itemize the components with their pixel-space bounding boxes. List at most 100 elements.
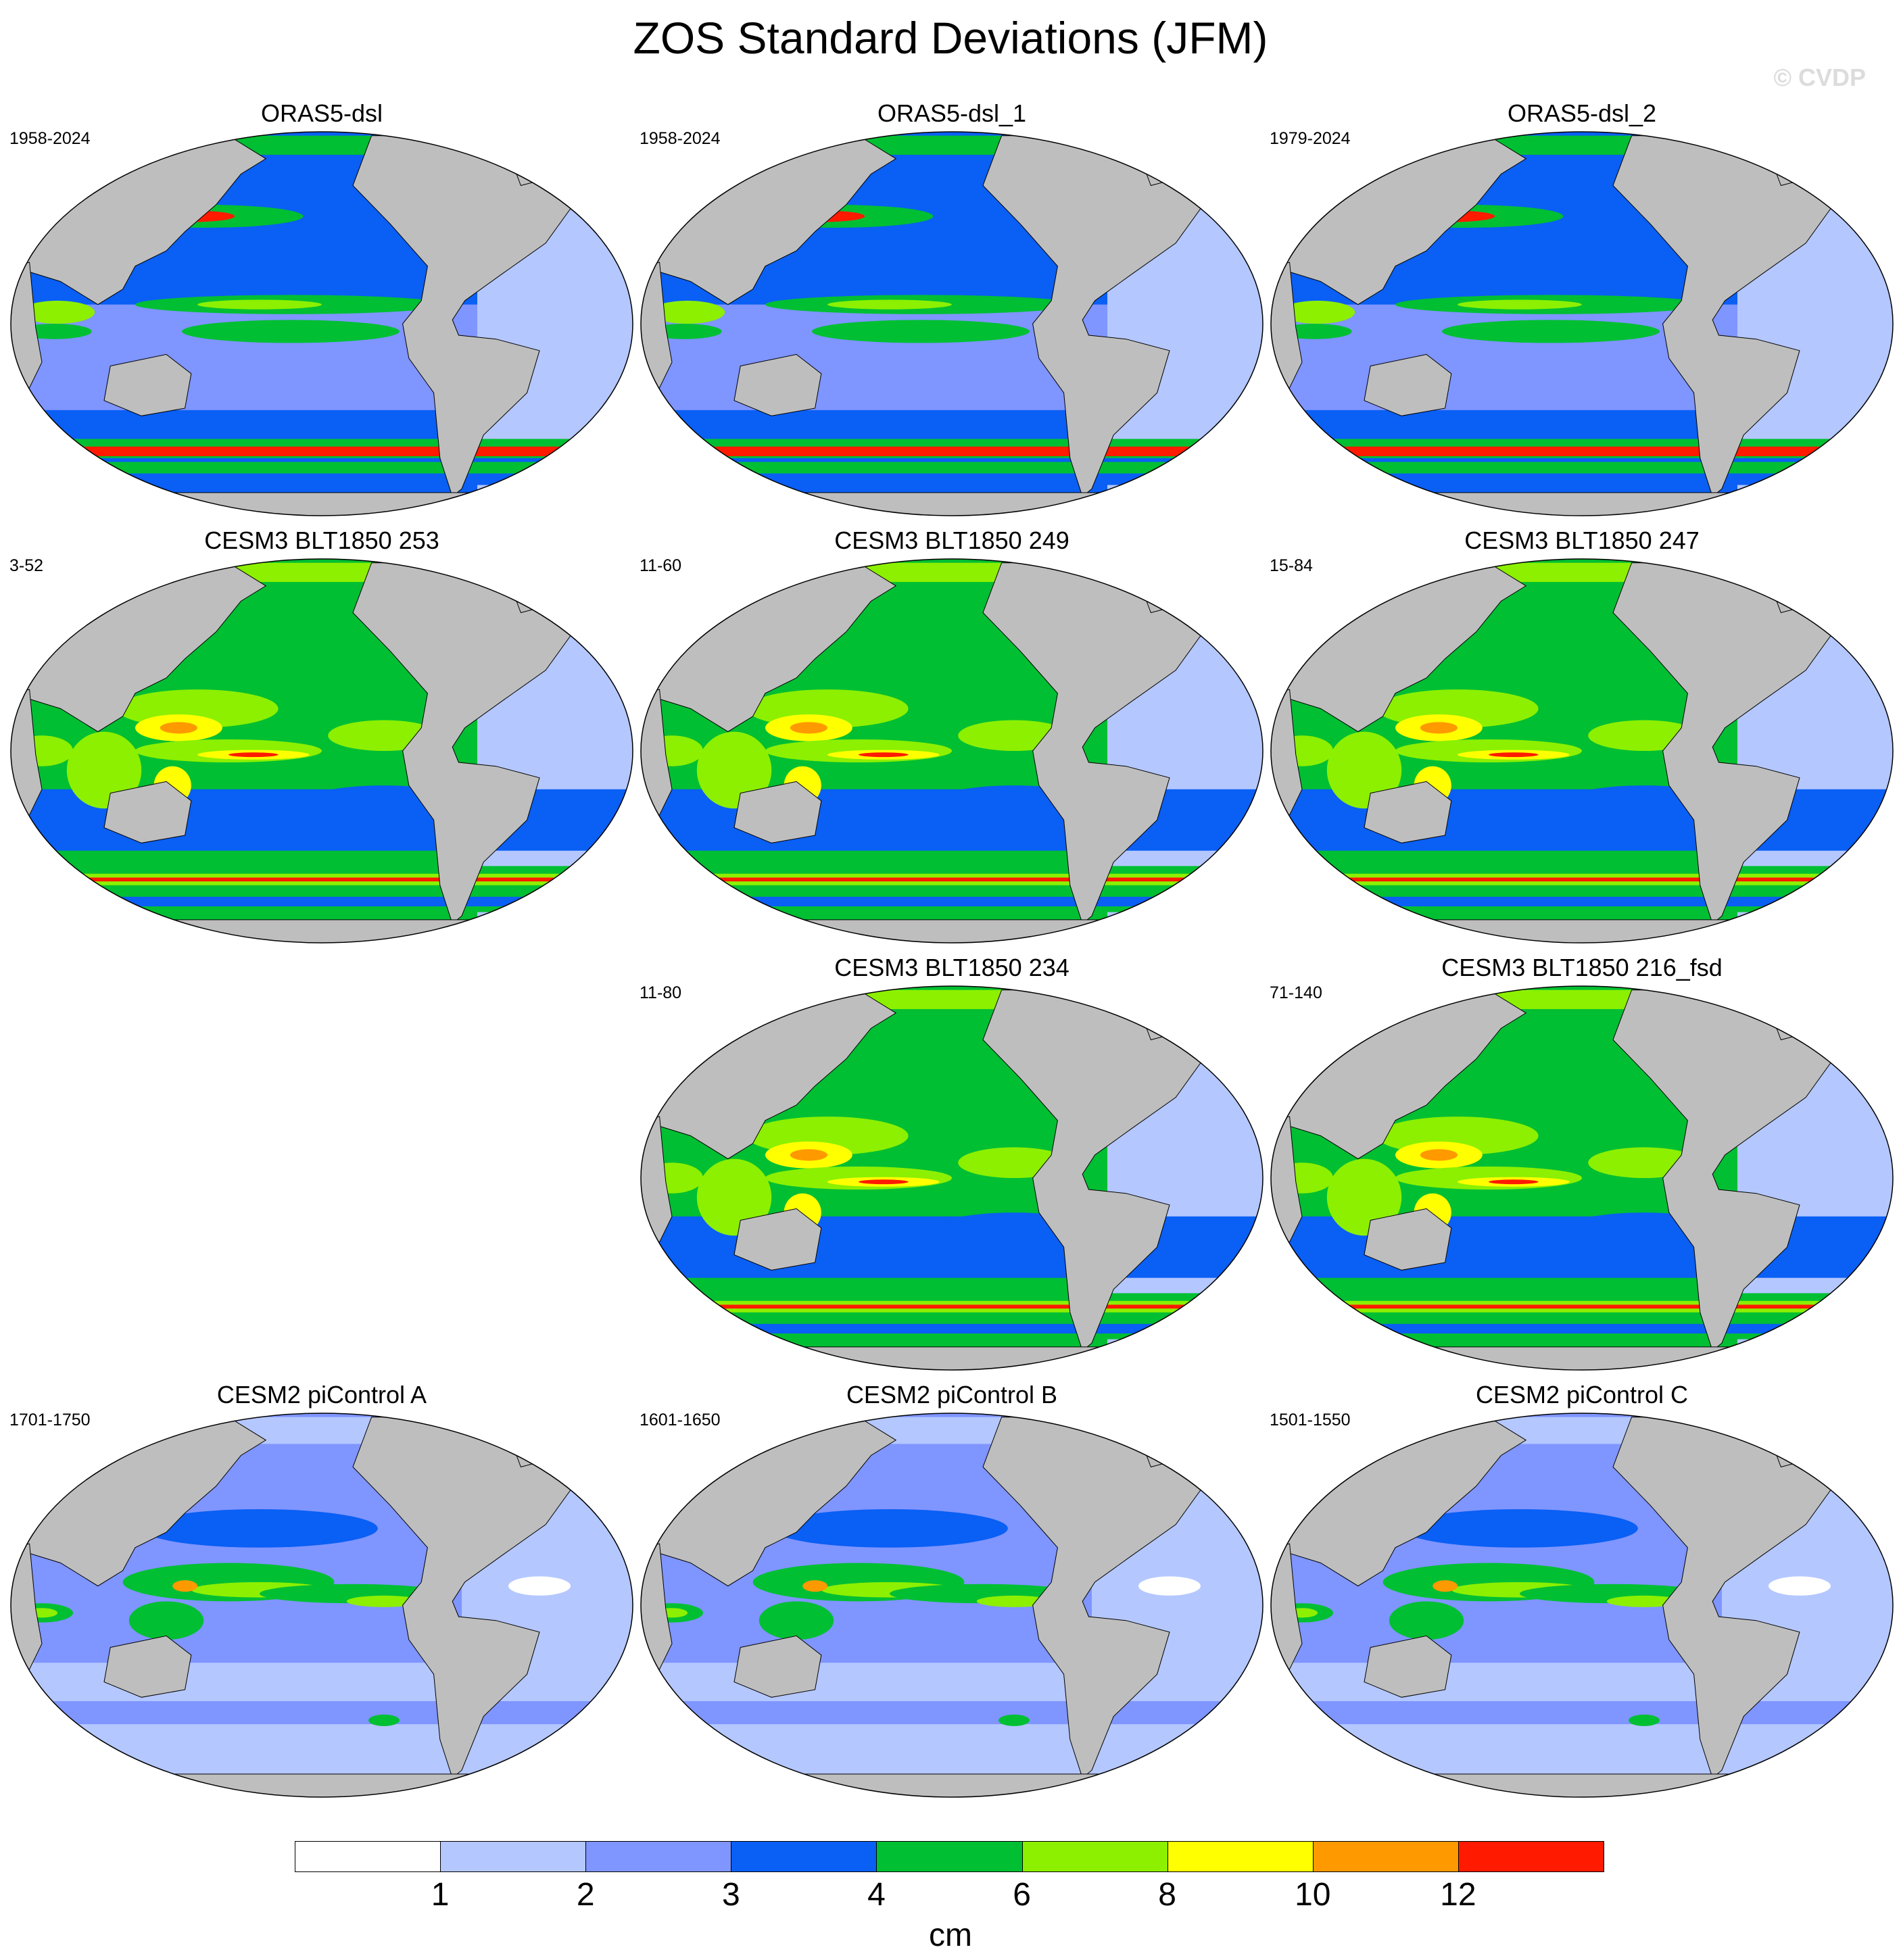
- land-australia: [103, 1635, 192, 1698]
- land-america: [1612, 562, 1893, 925]
- land-antarctica: [641, 1346, 1263, 1370]
- map-panel: CESM3 BLT1850 247 15-84: [1270, 526, 1894, 945]
- map-outline: [640, 558, 1264, 944]
- map-panel: CESM2 piControl C 1501-1550: [1270, 1380, 1894, 1799]
- map-panel: CESM3 BLT1850 253 3-52: [9, 526, 634, 945]
- land-america: [1612, 135, 1893, 497]
- land-australia: [733, 781, 822, 843]
- colorbar-tick-label: 1: [431, 1877, 450, 1913]
- land-antarctica: [641, 919, 1263, 943]
- robinson-map: [640, 131, 1264, 516]
- land-australia: [1364, 781, 1452, 843]
- panel-title: CESM3 BLT1850 249: [834, 526, 1069, 554]
- robinson-map: [10, 131, 633, 516]
- land-australia: [733, 353, 822, 416]
- land-europe: [564, 562, 633, 633]
- map-panel: ORAS5-dsl_1 1958-2024: [640, 99, 1264, 518]
- colorbar-tick-label: 2: [576, 1877, 595, 1913]
- map-outline: [10, 131, 633, 516]
- land-antarctica: [641, 492, 1263, 516]
- panel-title: ORAS5-dsl_1: [877, 99, 1027, 127]
- panel-title: CESM3 BLT1850 234: [834, 954, 1069, 981]
- colorbar-tick-label: 12: [1440, 1877, 1476, 1913]
- panel-title: CESM3 BLT1850 247: [1464, 526, 1700, 554]
- panel-period: 11-80: [640, 983, 682, 1002]
- land-australia: [1364, 1635, 1452, 1698]
- land-europe: [1194, 1417, 1263, 1487]
- robinson-map: [1270, 985, 1894, 1371]
- map-outline: [640, 131, 1264, 516]
- panel-period: 3-52: [9, 556, 44, 575]
- land-america: [982, 1417, 1263, 1779]
- colorbar-box: [876, 1841, 1023, 1872]
- land-europe: [1824, 135, 1893, 205]
- figure-title: ZOS Standard Deviations (JFM): [633, 13, 1268, 63]
- panel-title: CESM2 piControl B: [846, 1381, 1058, 1408]
- colorbar-box: [1167, 1841, 1314, 1872]
- colorbar-box: [295, 1841, 441, 1872]
- land-australia: [733, 1635, 822, 1698]
- colorbar-tick-label: 10: [1295, 1877, 1331, 1913]
- panel-title: CESM2 piControl A: [216, 1381, 427, 1408]
- land-australia: [733, 1208, 822, 1271]
- map-panel: ORAS5-dsl 1958-2024: [9, 99, 634, 518]
- robinson-map: [10, 1413, 633, 1798]
- land-europe: [564, 1417, 633, 1487]
- map-outline: [1270, 131, 1894, 516]
- map-outline: [640, 985, 1264, 1371]
- panel-title: ORAS5-dsl: [260, 99, 383, 127]
- robinson-map: [640, 558, 1264, 944]
- map-panel: CESM3 BLT1850 249 11-60: [640, 526, 1264, 945]
- colorbar-box: [585, 1841, 732, 1872]
- land-antarctica: [1271, 1773, 1893, 1797]
- map-panel: CESM2 piControl A 1701-1750: [9, 1380, 634, 1799]
- land-antarctica: [11, 1773, 633, 1797]
- panel-period: 1601-1650: [640, 1411, 721, 1429]
- land-america: [982, 562, 1263, 925]
- robinson-map: [640, 985, 1264, 1371]
- map-outline: [1270, 1413, 1894, 1798]
- land-australia: [103, 781, 192, 843]
- panel-period: 1979-2024: [1270, 129, 1351, 148]
- land-europe: [564, 135, 633, 205]
- land-america: [982, 989, 1263, 1352]
- land-europe: [1824, 562, 1893, 633]
- land-antarctica: [641, 1773, 1263, 1797]
- colorbar-box: [731, 1841, 877, 1872]
- land-antarctica: [1271, 1346, 1893, 1370]
- panel-period: 1501-1550: [1270, 1411, 1351, 1429]
- colorbar-box: [1458, 1841, 1604, 1872]
- map-outline: [1270, 558, 1894, 944]
- land-antarctica: [1271, 919, 1893, 943]
- map-panel: CESM3 BLT1850 234 11-80: [640, 953, 1264, 1372]
- land-europe: [1824, 989, 1893, 1060]
- robinson-map: [640, 1413, 1264, 1798]
- robinson-map: [1270, 1413, 1894, 1798]
- panel-period: 1701-1750: [9, 1411, 91, 1429]
- map-outline: [1270, 985, 1894, 1371]
- colorbar: [295, 1841, 1604, 1872]
- robinson-map: [1270, 558, 1894, 944]
- robinson-map: [1270, 131, 1894, 516]
- map-outline: [640, 1413, 1264, 1798]
- panel-period: 15-84: [1270, 556, 1313, 575]
- map-panel: CESM3 BLT1850 216_fsd 71-140: [1270, 953, 1894, 1372]
- panel-period: 11-60: [640, 556, 682, 575]
- panel-period: 71-140: [1270, 983, 1322, 1002]
- land-europe: [1194, 135, 1263, 205]
- land-america: [352, 135, 633, 497]
- colorbar-box: [1021, 1841, 1168, 1872]
- land-europe: [1824, 1417, 1893, 1487]
- land-america: [1612, 989, 1893, 1352]
- cvdp-watermark: © CVDP: [1773, 64, 1866, 91]
- land-australia: [1364, 353, 1452, 416]
- land-antarctica: [11, 919, 633, 943]
- panel-period: 1958-2024: [9, 129, 91, 148]
- colorbar-box: [1312, 1841, 1459, 1872]
- robinson-map: [10, 558, 633, 944]
- map-panel: CESM2 piControl B 1601-1650: [640, 1380, 1264, 1799]
- map-outline: [10, 558, 633, 944]
- panel-title: CESM3 BLT1850 253: [204, 526, 439, 554]
- panel-title: CESM2 piControl C: [1475, 1381, 1689, 1408]
- land-europe: [1194, 562, 1263, 633]
